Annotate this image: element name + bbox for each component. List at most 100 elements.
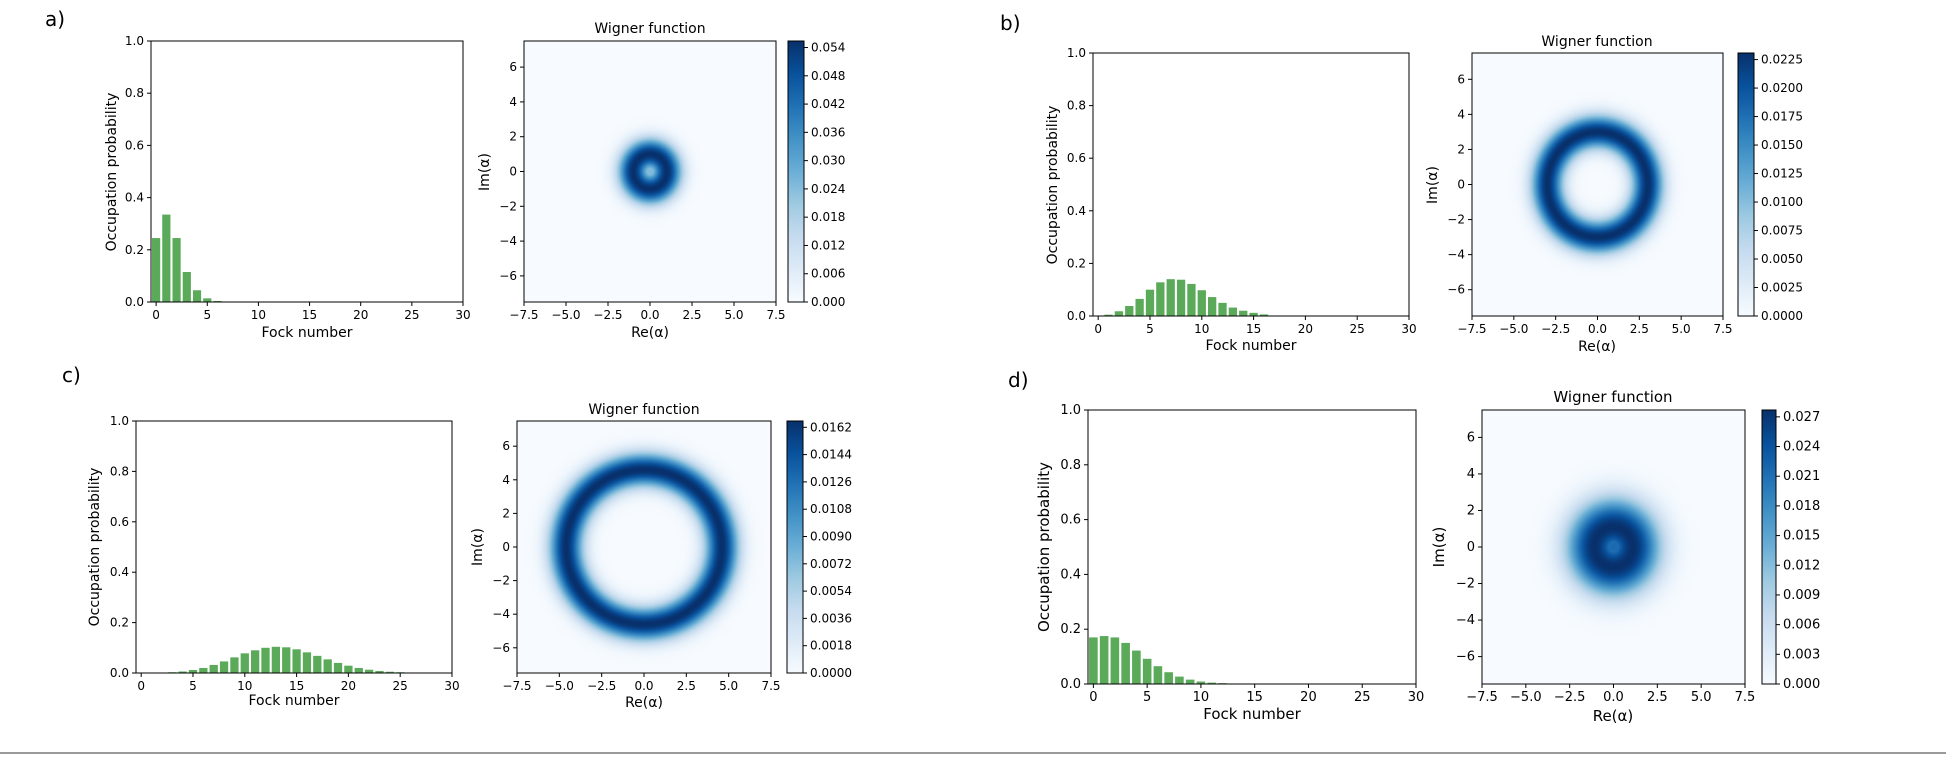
x-tick-label: 0.0 bbox=[1603, 690, 1624, 705]
fock-bar bbox=[203, 298, 212, 302]
x-tick-label: 10 bbox=[1193, 690, 1210, 705]
y-tick-label: 6 bbox=[502, 439, 510, 453]
bar-ylabel: Occupation probability bbox=[1045, 106, 1061, 265]
colorbar-tick-label: 0.006 bbox=[1783, 618, 1820, 633]
panel-b: Fock number Occupation probability 0 5 10 1… bbox=[1045, 34, 1803, 355]
fock-bar bbox=[385, 671, 394, 673]
y-tick-label: 0.6 bbox=[125, 138, 144, 152]
x-tick-label: 2.5 bbox=[682, 308, 701, 322]
colorbar-tick-label: 0.009 bbox=[1783, 588, 1820, 603]
y-tick-label: 2 bbox=[502, 506, 510, 520]
y-tick-label: 0 bbox=[1467, 540, 1475, 555]
fock-bar bbox=[1110, 637, 1120, 684]
x-tick-label: 20 bbox=[341, 679, 356, 693]
x-tick-label: 15 bbox=[1246, 322, 1261, 336]
fock-bar bbox=[1153, 666, 1163, 684]
wigner-density-image bbox=[524, 41, 776, 302]
fock-bar bbox=[1125, 306, 1134, 316]
y-tick-label: −4 bbox=[1456, 613, 1475, 628]
y-tick-label: 4 bbox=[1467, 467, 1475, 482]
y-tick-label: 0.2 bbox=[110, 616, 129, 630]
colorbar-tick-label: 0.024 bbox=[811, 182, 845, 196]
colorbar-tick-label: 0.0025 bbox=[1761, 281, 1803, 295]
y-tick-label: 0.4 bbox=[1067, 204, 1086, 218]
colorbar-tick-label: 0.0000 bbox=[1761, 309, 1803, 323]
y-tick-label: 0.8 bbox=[125, 86, 144, 100]
fock-bar bbox=[1166, 279, 1175, 316]
bar-plot-frame bbox=[135, 420, 453, 674]
x-tick-label: 15 bbox=[302, 308, 317, 322]
x-tick-label: −7.5 bbox=[502, 679, 531, 693]
fock-bar bbox=[344, 665, 353, 673]
colorbar-tick-label: 0.015 bbox=[1783, 529, 1820, 544]
x-tick-label: 0 bbox=[137, 679, 145, 693]
fock-bar bbox=[1132, 650, 1141, 684]
x-tick-label: 20 bbox=[1298, 322, 1313, 336]
x-tick-label: −5.0 bbox=[1510, 690, 1542, 705]
colorbar-tick-label: 0.0100 bbox=[1761, 195, 1803, 209]
y-tick-label: 6 bbox=[1457, 72, 1465, 86]
fock-bar bbox=[162, 214, 171, 302]
wigner-xlabel: Re(α) bbox=[625, 695, 663, 711]
x-tick-label: 25 bbox=[1354, 690, 1371, 705]
fock-bar bbox=[1196, 681, 1206, 684]
wigner-title: Wigner function bbox=[1553, 388, 1672, 406]
x-tick-label: 20 bbox=[1300, 690, 1317, 705]
wigner-xlabel: Re(α) bbox=[631, 325, 669, 341]
x-tick-label: 0 bbox=[152, 308, 160, 322]
y-tick-label: 1.0 bbox=[110, 414, 129, 428]
x-tick-label: −7.5 bbox=[509, 308, 538, 322]
x-tick-label: −5.0 bbox=[1499, 322, 1528, 336]
wigner-xlabel: Re(α) bbox=[1593, 707, 1634, 725]
x-tick-label: 10 bbox=[1194, 322, 1209, 336]
fock-bar bbox=[182, 271, 191, 302]
fock-bar bbox=[1197, 290, 1206, 316]
y-tick-label: −2 bbox=[1456, 577, 1475, 592]
wigner-title: Wigner function bbox=[1541, 34, 1652, 50]
x-tick-label: −2.5 bbox=[1554, 690, 1586, 705]
x-tick-label: −5.0 bbox=[545, 679, 574, 693]
fock-bar bbox=[323, 659, 332, 673]
panel-d: Fock number Occupation probability 0 5 10 1… bbox=[1035, 388, 1820, 725]
wigner-ylabel: Im(α) bbox=[477, 153, 493, 191]
colorbar-tick-label: 0.000 bbox=[1783, 677, 1820, 692]
y-tick-label: 0.8 bbox=[1067, 99, 1086, 113]
fock-bar bbox=[1228, 307, 1238, 316]
y-tick-label: 0 bbox=[509, 165, 517, 179]
y-tick-label: 0.2 bbox=[125, 243, 144, 257]
wigner-heatmap-c: Wigner function Re(α) Im(α) −7.5 −5.0 −2.5… bbox=[470, 402, 852, 711]
y-tick-label: 0.0 bbox=[110, 666, 129, 680]
y-tick-label: 0.6 bbox=[1060, 513, 1081, 528]
colorbar-tick-label: 0.036 bbox=[811, 125, 845, 139]
x-tick-label: 5.0 bbox=[1672, 322, 1691, 336]
colorbar-tick-label: 0.0090 bbox=[810, 530, 852, 544]
wigner-heatmap-d: Wigner function Re(α) Im(α) −7.5 −5.0 −2.5… bbox=[1430, 388, 1820, 725]
colorbar-tick-label: 0.0036 bbox=[810, 611, 852, 625]
occupation-bar-chart-b: Fock number Occupation probability 0 5 10 1… bbox=[1045, 46, 1417, 354]
x-tick-label: −2.5 bbox=[593, 308, 622, 322]
fock-bar bbox=[172, 238, 181, 302]
bar-xlabel: Fock number bbox=[1205, 338, 1296, 354]
bar-ylabel: Occupation probability bbox=[104, 93, 120, 252]
colorbar-tick-label: 0.021 bbox=[1783, 469, 1820, 484]
y-tick-label: −6 bbox=[499, 269, 517, 283]
fock-bar bbox=[1208, 297, 1217, 316]
colorbar bbox=[786, 420, 804, 674]
bottom-divider bbox=[0, 752, 1946, 754]
x-tick-label: 10 bbox=[237, 679, 252, 693]
wigner-heatmap-b: Wigner function Re(α) Im(α) −7.5 −5.0 −2.5… bbox=[1425, 34, 1803, 355]
fock-bar bbox=[213, 300, 222, 302]
wigner-xlabel: Re(α) bbox=[1578, 339, 1616, 355]
colorbar-tick-label: 0.018 bbox=[1783, 499, 1820, 514]
wigner-title: Wigner function bbox=[594, 21, 705, 37]
x-tick-label: 15 bbox=[1246, 690, 1263, 705]
y-tick-label: 0.4 bbox=[125, 191, 144, 205]
occupation-bar-chart-c: Fock number Occupation probability 0 5 10 1… bbox=[87, 414, 460, 709]
wigner-density-image bbox=[1472, 53, 1723, 316]
colorbar-tick-label: 0.0144 bbox=[810, 448, 852, 462]
fock-bar bbox=[1145, 289, 1155, 316]
y-tick-label: 0.4 bbox=[1060, 567, 1081, 582]
y-tick-label: −2 bbox=[492, 574, 510, 588]
colorbar-tick-label: 0.006 bbox=[811, 267, 845, 281]
colorbar bbox=[787, 40, 805, 303]
